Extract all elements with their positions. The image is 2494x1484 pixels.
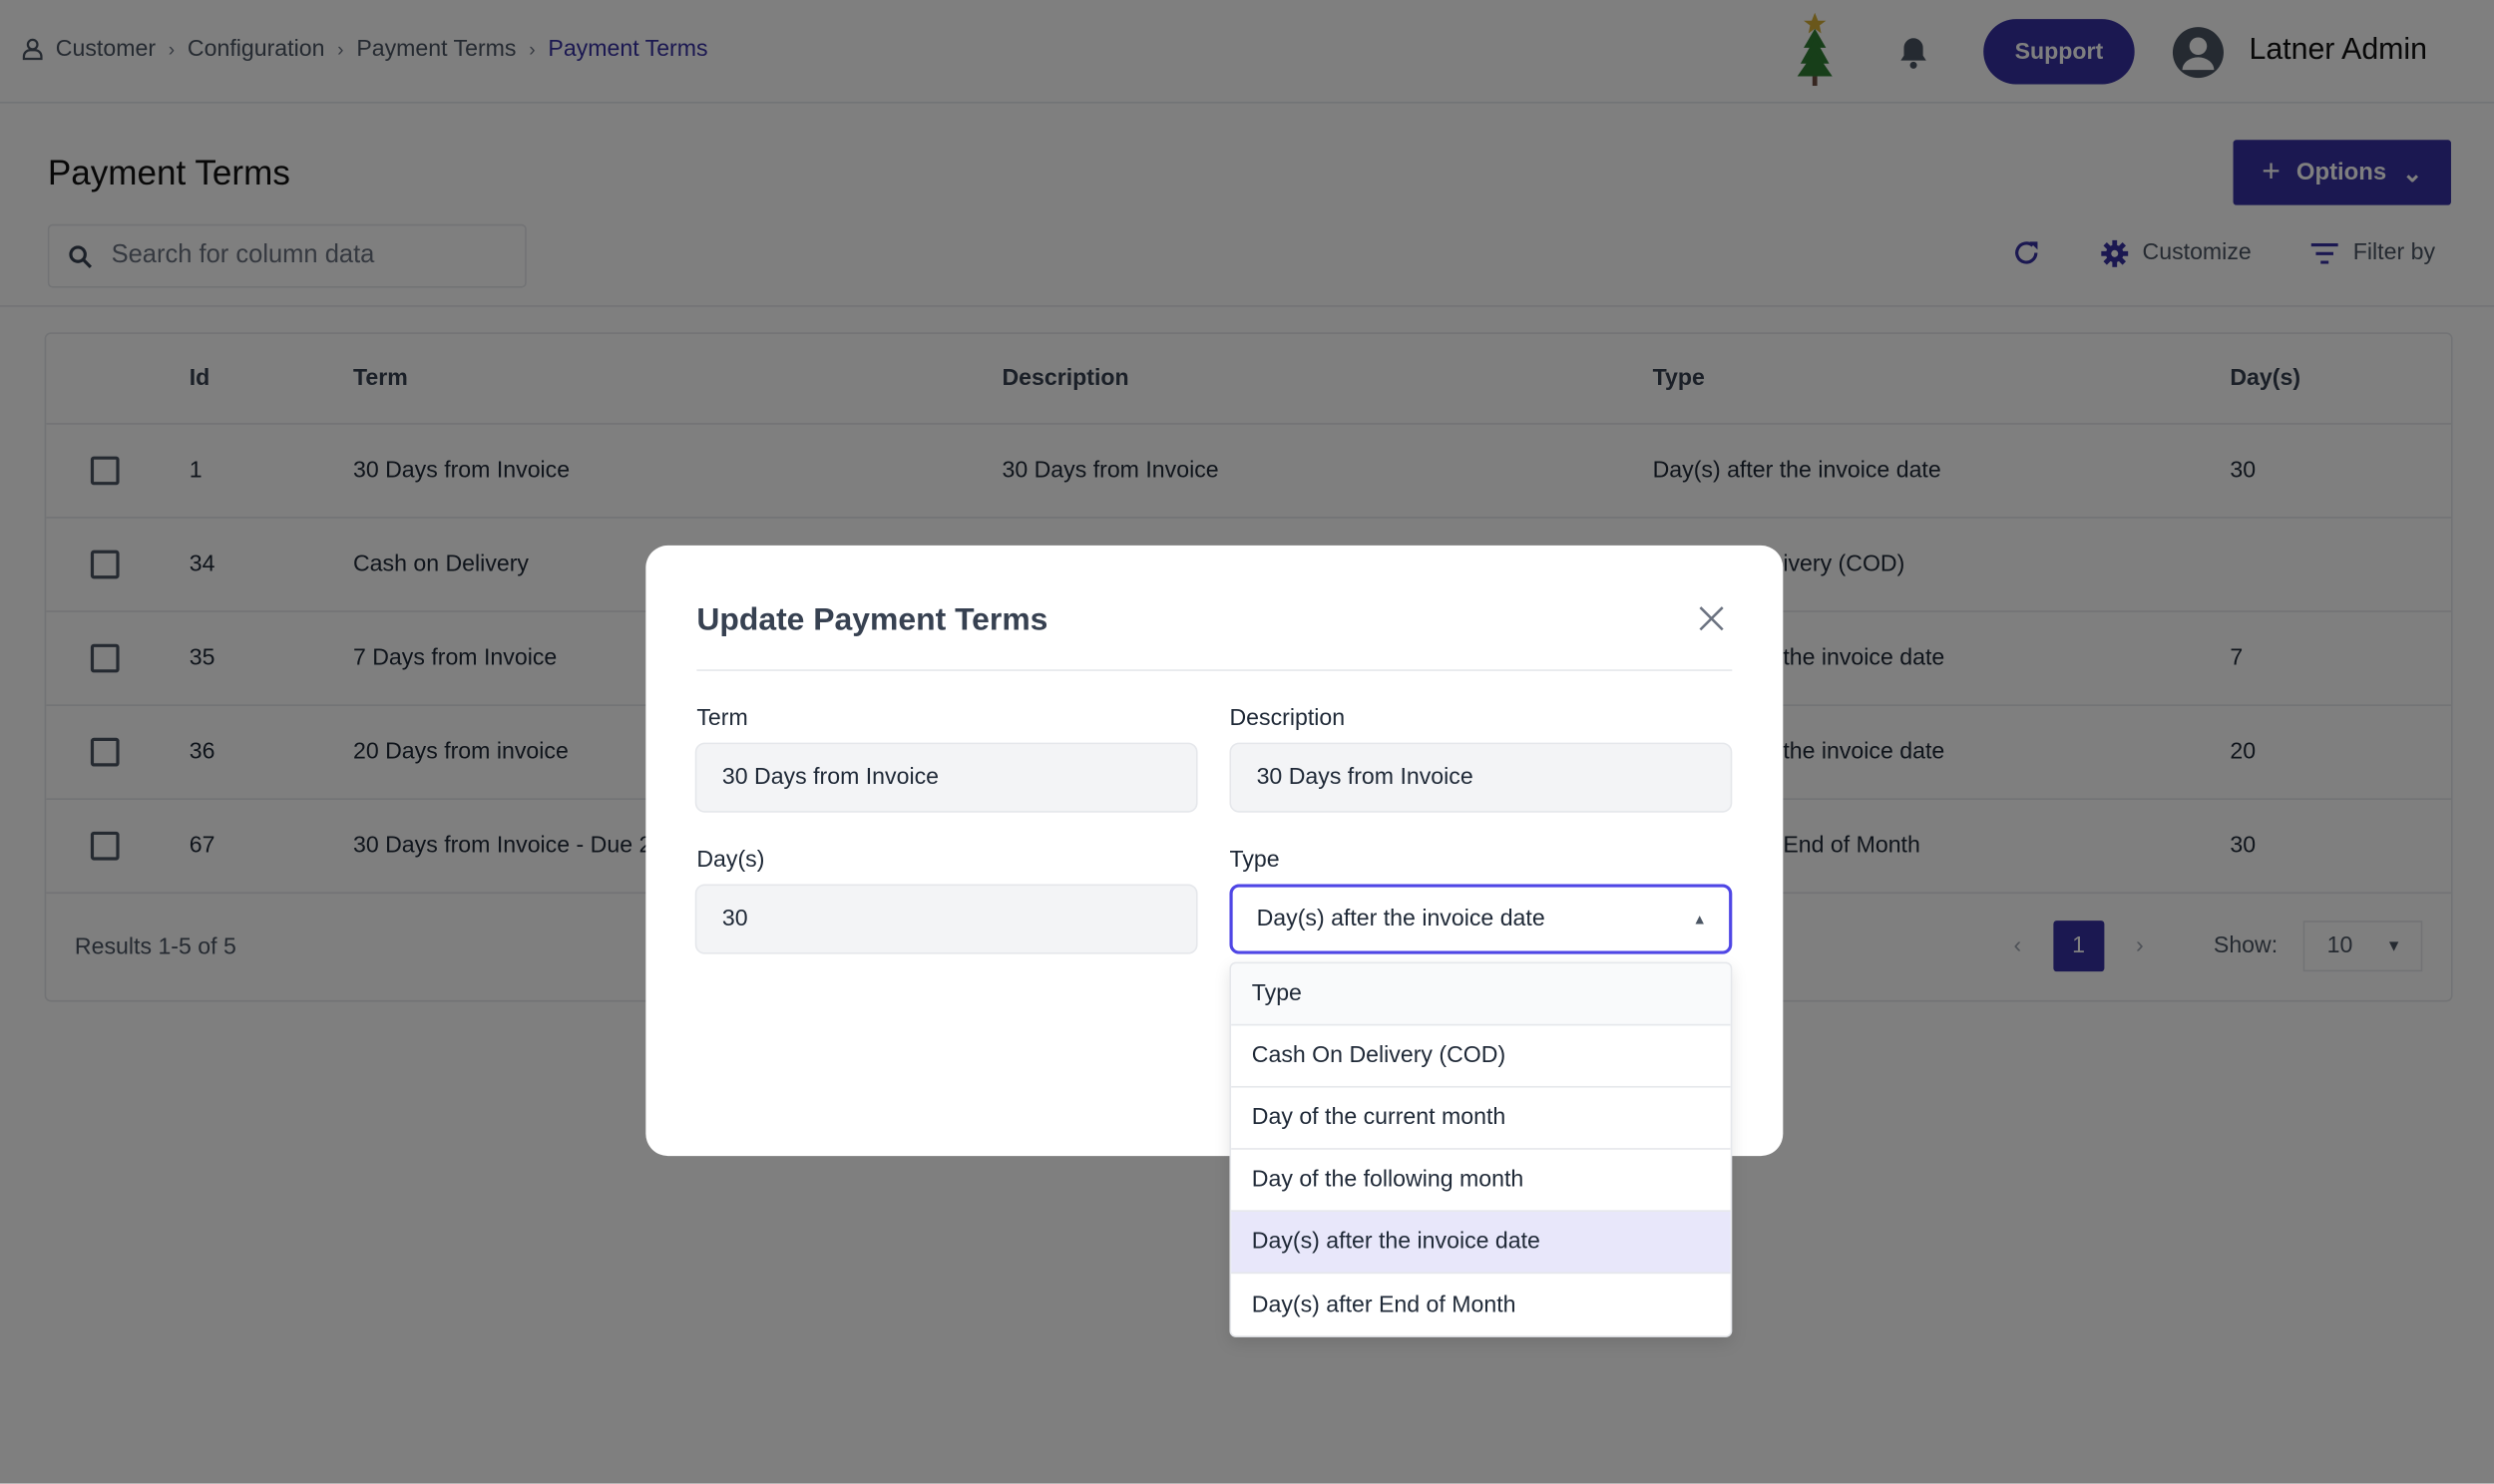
type-label: Type (1229, 847, 1280, 874)
description-label: Description (1229, 705, 1346, 732)
divider (696, 669, 1733, 671)
term-input[interactable]: 30 Days from Invoice (694, 742, 1198, 813)
type-dropdown: Type Cash On Delivery (COD) Day of the cur… (1229, 961, 1733, 1337)
modal-title: Update Payment Terms (696, 602, 1048, 638)
type-select[interactable]: Day(s) after the invoice date ▲ (1229, 884, 1733, 954)
type-option[interactable]: Day(s) after End of Month (1251, 1292, 1516, 1317)
term-label: Term (696, 705, 748, 732)
close-icon[interactable] (1699, 605, 1725, 631)
type-option[interactable]: Day of the following month (1231, 1150, 1731, 1212)
type-select-value: Day(s) after the invoice date (1256, 906, 1545, 932)
type-option[interactable]: Type (1231, 963, 1731, 1026)
days-input[interactable]: 30 (694, 884, 1198, 954)
type-option[interactable]: Day of the current month (1231, 1088, 1731, 1150)
caret-up-icon: ▲ (1692, 911, 1707, 928)
days-label: Day(s) (696, 847, 765, 874)
type-option[interactable]: Day(s) after the invoice date (1231, 1211, 1731, 1275)
type-option[interactable]: Cash On Delivery (COD) (1231, 1025, 1731, 1088)
description-input[interactable]: 30 Days from Invoice (1229, 742, 1733, 813)
